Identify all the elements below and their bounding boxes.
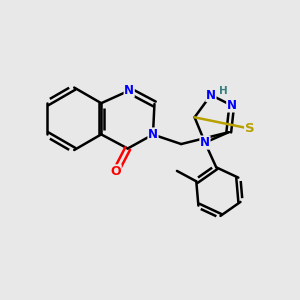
Text: H: H	[219, 86, 228, 96]
Text: O: O	[110, 165, 121, 178]
Text: S: S	[245, 122, 254, 135]
Text: N: N	[227, 99, 237, 112]
Text: N: N	[148, 128, 158, 141]
Text: N: N	[124, 84, 134, 97]
Text: N: N	[200, 136, 210, 149]
Text: N: N	[206, 88, 216, 101]
